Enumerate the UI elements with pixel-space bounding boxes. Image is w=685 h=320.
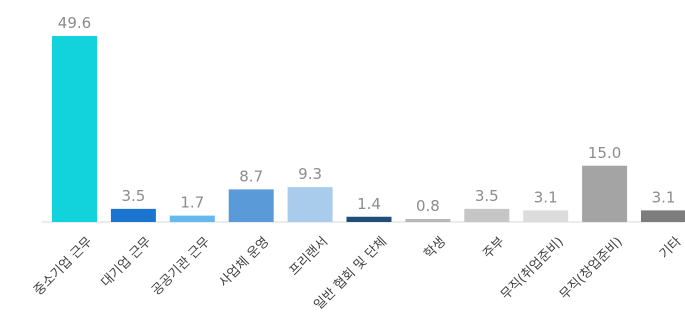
bar-4 [228, 189, 274, 222]
category-label-3: 공공기관 근무 [149, 234, 213, 298]
bar-6 [346, 216, 392, 222]
data-label-9: 3.1 [534, 188, 558, 206]
category-label-11: 기타 [657, 234, 685, 262]
data-label-6: 1.4 [357, 195, 381, 213]
category-label-8: 주부 [480, 234, 508, 262]
bar-10 [582, 165, 628, 222]
category-label-4: 사업체 운영 [216, 234, 272, 290]
data-label-11: 3.1 [652, 188, 676, 206]
category-label-7: 학생 [421, 234, 449, 262]
category-label-1: 중소기업 근무 [31, 234, 95, 298]
category-label-2: 대기업 근무 [99, 234, 155, 290]
bar-11 [641, 210, 685, 222]
data-label-5: 9.3 [298, 165, 322, 183]
data-label-2: 3.5 [121, 187, 145, 205]
data-label-1: 49.6 [58, 14, 91, 32]
bar-5 [287, 187, 333, 222]
bar-2 [110, 208, 156, 222]
data-label-8: 3.5 [475, 187, 499, 205]
category-label-5: 프리랜서 [287, 234, 331, 278]
bar-9 [523, 210, 569, 222]
data-label-7: 0.8 [416, 197, 440, 215]
bar-7 [405, 219, 451, 222]
data-label-10: 15.0 [588, 144, 621, 162]
category-label-10: 무직(창업준비) [557, 234, 626, 303]
bar-3 [169, 215, 215, 222]
bar-1 [52, 36, 97, 222]
data-label-4: 8.7 [239, 167, 263, 185]
data-label-3: 1.7 [180, 194, 204, 212]
bar-8 [464, 208, 510, 222]
